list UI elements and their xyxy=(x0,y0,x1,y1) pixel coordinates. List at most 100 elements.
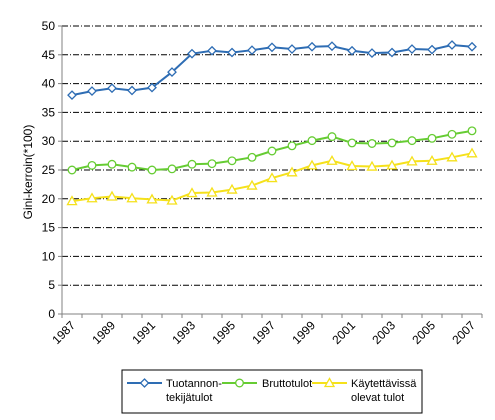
data-point-diamond xyxy=(407,44,417,54)
y-tick-label: 5 xyxy=(48,278,55,292)
x-tick-label: 2007 xyxy=(449,318,478,347)
x-tick-label: 2005 xyxy=(409,318,438,347)
data-point-diamond xyxy=(87,86,97,97)
x-tick-label: 1993 xyxy=(169,318,198,347)
data-point-triangle xyxy=(366,160,378,171)
data-point-circle xyxy=(235,378,244,388)
data-point-diamond xyxy=(167,67,177,77)
data-point-circle xyxy=(347,138,357,148)
data-point-circle xyxy=(107,159,117,169)
data-point-triangle xyxy=(226,183,238,194)
series-1 xyxy=(67,40,477,101)
data-point-circle xyxy=(467,126,477,136)
y-tick-label: 45 xyxy=(42,48,56,62)
data-point-circle xyxy=(427,133,437,143)
data-point-diamond xyxy=(267,42,277,53)
axes xyxy=(58,25,483,318)
x-tick-label: 1999 xyxy=(289,318,318,347)
data-point-triangle xyxy=(66,195,78,206)
x-tick-label: 1997 xyxy=(249,318,278,347)
data-point-diamond xyxy=(67,90,77,101)
data-point-triangle xyxy=(266,172,278,183)
y-tick-label: 25 xyxy=(42,163,56,177)
data-point-circle xyxy=(127,162,137,172)
data-point-triangle xyxy=(386,159,398,170)
data-point-circle xyxy=(387,138,397,148)
data-point-diamond xyxy=(467,41,477,52)
legend-label: Käytettävissä xyxy=(351,378,417,390)
data-point-diamond xyxy=(207,45,217,56)
data-point-diamond xyxy=(367,48,377,58)
data-point-diamond xyxy=(427,44,437,55)
data-point-triangle xyxy=(246,179,258,190)
data-point-triangle xyxy=(206,186,218,197)
data-point-circle xyxy=(167,164,177,174)
data-point-triangle xyxy=(466,147,478,158)
data-point-circle xyxy=(147,165,157,175)
data-point-triangle xyxy=(326,154,338,165)
data-point-circle xyxy=(307,136,317,146)
series-2 xyxy=(67,126,477,175)
data-point-diamond xyxy=(347,45,357,56)
data-point-circle xyxy=(407,136,417,146)
x-tick-label: 1991 xyxy=(129,318,158,347)
data-point-diamond xyxy=(127,85,137,96)
legend-label: Tuotannon- xyxy=(166,378,222,390)
data-point-triangle xyxy=(86,192,98,203)
data-point-triangle xyxy=(426,154,438,165)
data-point-triangle xyxy=(306,159,318,170)
legend-entry-1: Tuotannon-tekijätulot xyxy=(127,378,222,404)
legend: Tuotannon-tekijätulot Bruttotulot Käytettä… xyxy=(121,369,423,414)
data-point-diamond xyxy=(139,378,150,388)
x-tick-label: 1987 xyxy=(49,318,78,347)
data-point-diamond xyxy=(447,40,457,50)
data-point-triangle xyxy=(126,192,138,203)
data-point-triangle xyxy=(406,155,418,166)
data-point-diamond xyxy=(287,44,297,54)
series-3 xyxy=(66,147,478,206)
legend-label: Bruttotulot xyxy=(262,378,312,390)
data-point-circle xyxy=(447,129,457,139)
data-point-triangle xyxy=(146,193,158,204)
data-point-circle xyxy=(187,159,197,169)
data-point-diamond xyxy=(227,47,237,58)
legend-label: olevat tulot xyxy=(351,392,404,404)
data-point-circle xyxy=(87,160,97,170)
data-point-triangle xyxy=(346,160,358,171)
y-tick-label: 30 xyxy=(42,134,56,148)
data-point-diamond xyxy=(147,82,157,93)
y-tick-label: 20 xyxy=(42,192,56,206)
data-point-circle xyxy=(227,156,237,166)
y-tick-labels: 0 5 10 15 20 25 30 35 40 45 50 xyxy=(42,19,56,321)
data-point-triangle xyxy=(286,166,298,177)
x-tick-labels: 1987 1989 1991 1993 1995 1997 1999 2001 2003 2005… xyxy=(49,318,478,347)
y-tick-label: 50 xyxy=(42,19,56,33)
data-point-diamond xyxy=(107,83,117,94)
legend-entry-2: Bruttotulot xyxy=(222,378,312,390)
data-point-circle xyxy=(287,141,297,151)
data-point-triangle xyxy=(106,190,118,201)
data-point-triangle xyxy=(166,194,178,205)
data-point-circle xyxy=(67,165,77,175)
data-point-circle xyxy=(207,159,217,169)
data-point-diamond xyxy=(307,41,317,52)
y-tick-label: 40 xyxy=(42,77,56,91)
data-point-diamond xyxy=(327,41,337,52)
data-point-circle xyxy=(267,146,277,156)
y-tick-label: 0 xyxy=(48,307,55,321)
data-point-triangle xyxy=(186,187,198,198)
y-tick-label: 15 xyxy=(42,221,56,235)
grid-lines xyxy=(62,25,482,286)
data-point-triangle xyxy=(323,377,336,388)
x-tick-label: 1989 xyxy=(89,318,118,347)
y-tick-label: 10 xyxy=(42,249,56,263)
y-tick-label: 35 xyxy=(42,105,56,119)
x-tick-label: 2001 xyxy=(329,318,358,347)
legend-box xyxy=(121,369,423,414)
data-point-circle xyxy=(367,139,377,148)
data-point-diamond xyxy=(247,45,257,56)
x-tick-label: 2003 xyxy=(369,318,398,347)
data-point-triangle xyxy=(446,151,458,162)
data-point-diamond xyxy=(387,47,397,58)
